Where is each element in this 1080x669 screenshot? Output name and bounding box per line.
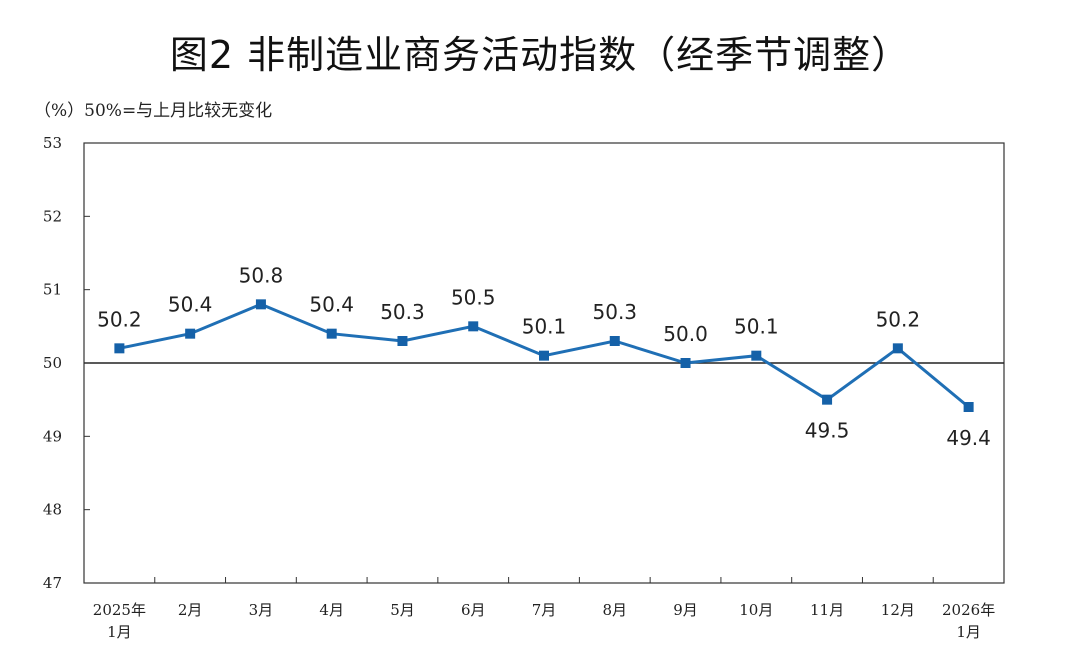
data-label: 50.4 — [168, 293, 213, 317]
data-label: 50.0 — [663, 322, 708, 346]
x-tick-label: 12月 — [881, 601, 915, 619]
x-tick-label: 4月 — [319, 601, 344, 619]
x-tick-label: 10月 — [739, 601, 773, 619]
data-point — [822, 394, 833, 405]
y-tick-label: 51 — [43, 281, 62, 299]
y-tick-label: 48 — [43, 501, 62, 519]
data-point — [468, 321, 479, 332]
data-label: 50.5 — [451, 285, 496, 309]
data-point — [751, 350, 762, 361]
y-unit-note: （%）50%=与上月比较无变化 — [34, 101, 273, 121]
data-label: 50.3 — [380, 300, 425, 324]
x-tick-label: 2025年 — [93, 601, 146, 619]
x-tick-label: 1月 — [956, 623, 981, 641]
data-point — [892, 343, 903, 354]
y-tick-label: 47 — [43, 574, 62, 592]
x-tick-label: 8月 — [602, 601, 627, 619]
data-point — [185, 328, 196, 339]
data-point — [609, 336, 620, 346]
data-label: 50.1 — [734, 315, 779, 339]
data-point — [680, 358, 691, 368]
data-point — [255, 299, 266, 310]
data-label: 50.2 — [876, 307, 921, 331]
data-label: 50.8 — [239, 263, 284, 287]
chart-title: 图2 非制造业商务活动指数（经季节调整） — [169, 33, 911, 77]
data-label: 50.2 — [97, 307, 142, 331]
x-tick-label: 11月 — [810, 601, 844, 619]
data-point — [539, 350, 549, 361]
x-tick-label: 3月 — [249, 601, 274, 619]
data-label: 50.3 — [593, 300, 638, 324]
y-tick-label: 53 — [43, 134, 62, 152]
data-point — [326, 328, 337, 339]
y-tick-label: 50 — [43, 354, 62, 372]
data-label: 49.4 — [946, 426, 991, 450]
x-tick-label: 2月 — [178, 601, 203, 619]
y-tick-label: 52 — [43, 207, 62, 225]
x-tick-label: 9月 — [673, 601, 698, 619]
y-tick-label: 49 — [43, 427, 62, 445]
x-tick-label: 6月 — [461, 601, 486, 619]
data-label: 49.5 — [805, 419, 850, 443]
x-tick-label: 5月 — [390, 601, 415, 619]
x-tick-label: 1月 — [107, 623, 132, 641]
data-label: 50.1 — [522, 315, 567, 339]
data-label: 50.4 — [309, 293, 354, 317]
x-tick-label: 2026年 — [942, 601, 995, 619]
data-point — [397, 336, 408, 346]
data-point — [114, 343, 125, 354]
x-tick-label: 7月 — [532, 601, 557, 619]
data-point — [963, 402, 974, 412]
